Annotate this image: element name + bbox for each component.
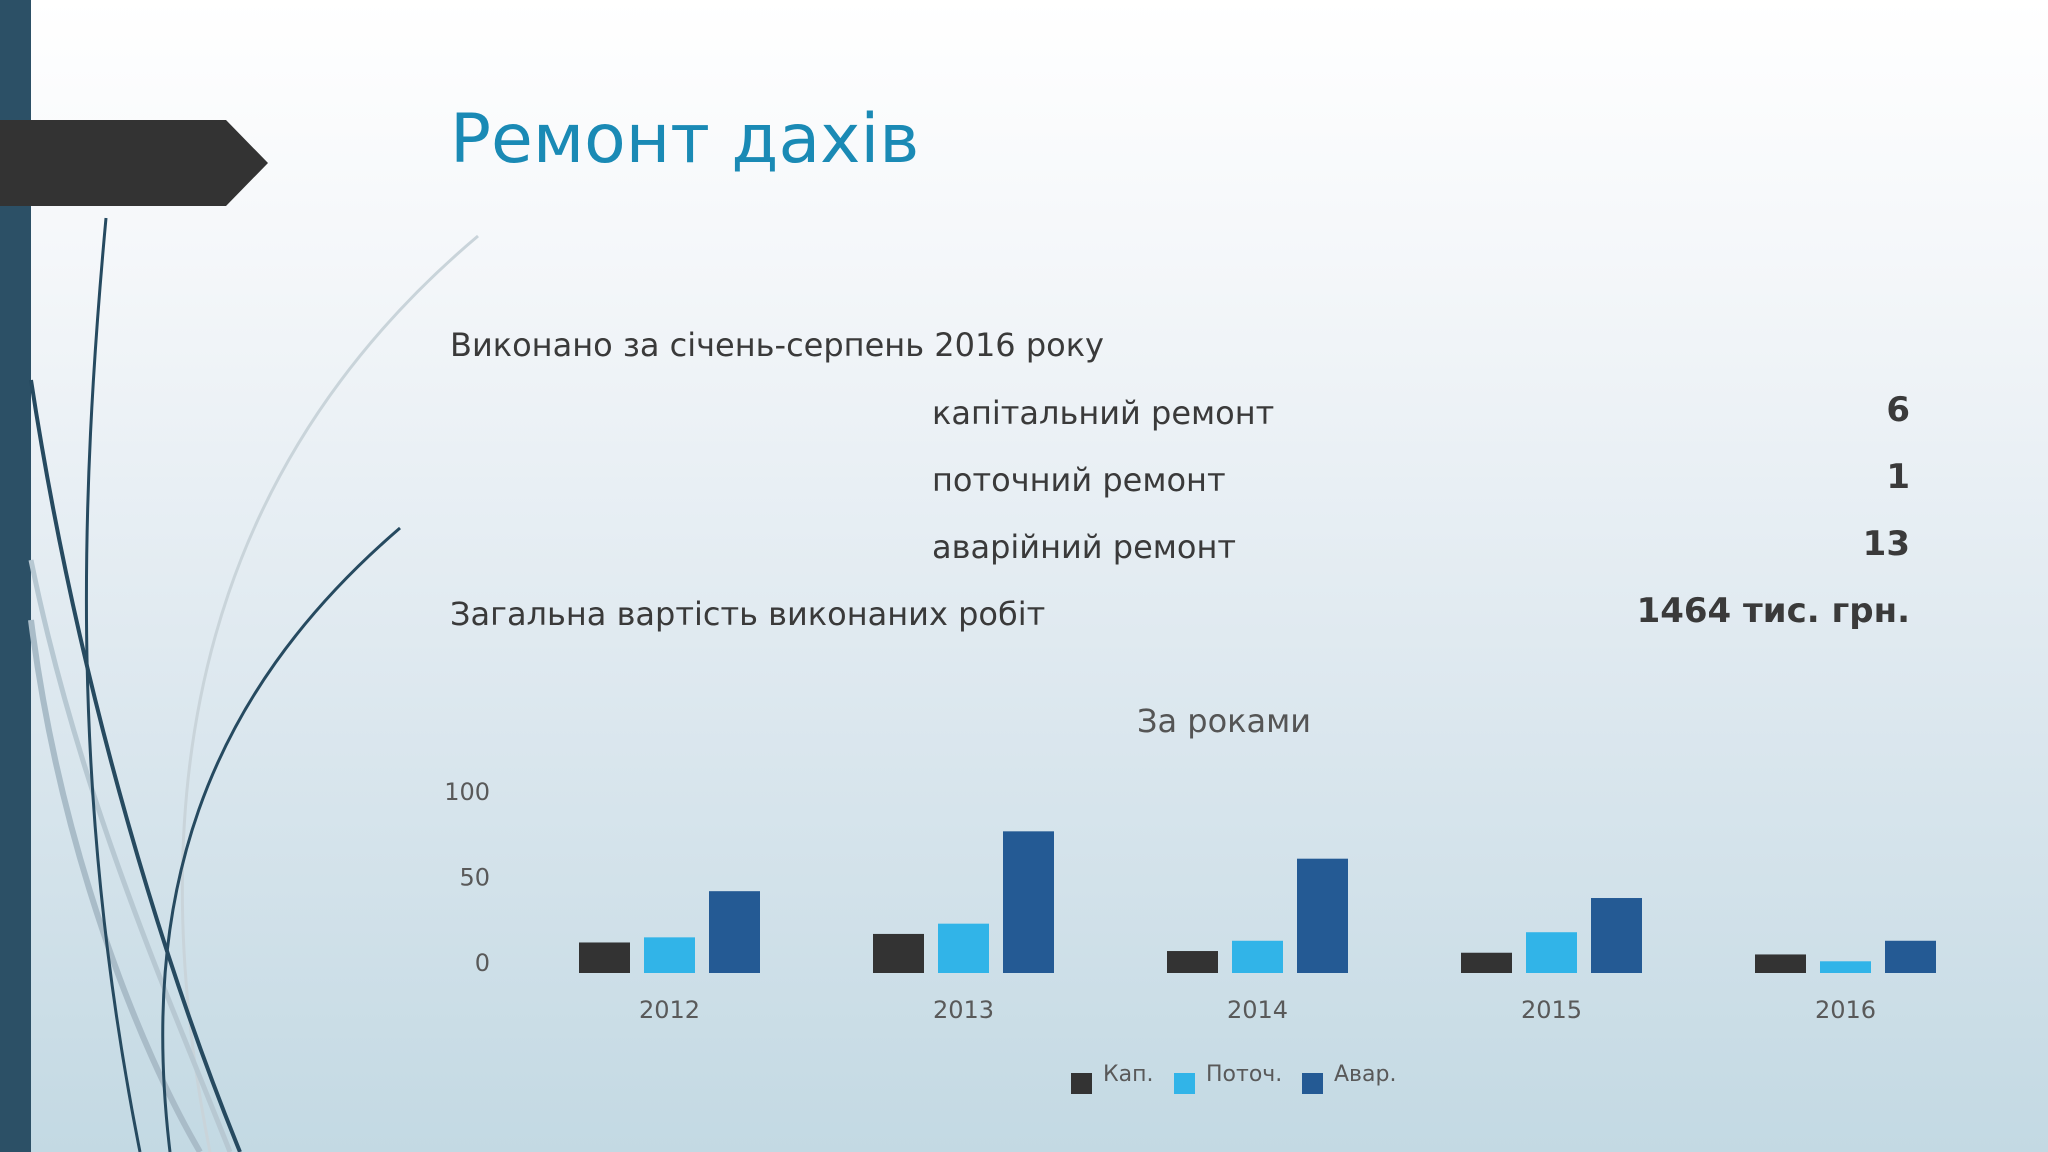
x-tick-label: 2012 [639,996,700,1024]
bar-2012-1 [579,942,630,973]
bar-2015-1 [1461,953,1512,973]
chart-title: За роками [1137,702,1311,740]
bar-2012-3 [709,891,760,973]
legend-swatch-2 [1174,1073,1195,1094]
bar-2013-2 [938,924,989,973]
bar-2016-1 [1755,954,1806,973]
bar-2014-2 [1232,941,1283,973]
x-tick-label: 2015 [1521,996,1582,1024]
bar-2015-2 [1526,932,1577,973]
bar-2013-3 [1003,831,1054,973]
bar-2016-2 [1820,961,1871,973]
legend-swatch-3 [1302,1073,1323,1094]
legend-swatch-1 [1071,1073,1092,1094]
y-tick-label: 100 [444,778,490,806]
bar-2014-3 [1297,859,1348,973]
legend-label-2: Поточ. [1206,1062,1282,1087]
bar-2015-3 [1591,898,1642,973]
x-tick-label: 2016 [1815,996,1876,1024]
y-tick-label: 50 [459,864,490,892]
bar-2013-1 [873,934,924,973]
legend-label-3: Авар. [1334,1062,1396,1087]
x-tick-label: 2013 [933,996,994,1024]
bar-2014-1 [1167,951,1218,973]
bar-2016-3 [1885,941,1936,973]
y-tick-label: 0 [475,949,490,977]
bar-2012-2 [644,937,695,973]
x-tick-label: 2014 [1227,996,1288,1024]
legend-label-1: Кап. [1103,1062,1153,1087]
